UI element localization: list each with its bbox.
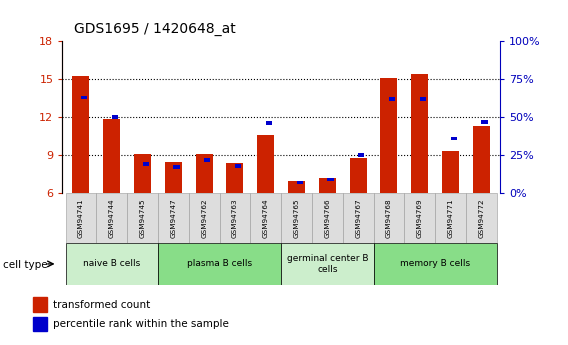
Bar	[312, 193, 343, 243]
Bar	[65, 243, 158, 285]
Text: GSM94747: GSM94747	[170, 198, 176, 238]
Bar	[196, 154, 212, 193]
Text: GSM94767: GSM94767	[355, 198, 361, 238]
Bar	[33, 317, 47, 331]
Text: GSM94772: GSM94772	[478, 198, 485, 238]
Bar	[381, 78, 398, 193]
Text: GSM94763: GSM94763	[232, 198, 238, 238]
Bar	[389, 97, 395, 101]
Bar	[134, 154, 151, 193]
Text: GSM94768: GSM94768	[386, 198, 392, 238]
Bar	[281, 193, 312, 243]
Bar	[112, 115, 118, 119]
Bar	[411, 74, 428, 193]
Text: GSM94766: GSM94766	[324, 198, 331, 238]
Bar	[374, 243, 497, 285]
Bar	[81, 96, 87, 99]
Bar	[420, 97, 426, 101]
Text: germinal center B
cells: germinal center B cells	[287, 254, 368, 274]
Bar	[257, 135, 274, 193]
Text: GDS1695 / 1420648_at: GDS1695 / 1420648_at	[74, 22, 236, 37]
Bar	[281, 243, 374, 285]
Bar	[343, 193, 374, 243]
Bar	[97, 193, 127, 243]
Text: GSM94741: GSM94741	[78, 198, 84, 238]
Bar	[404, 193, 435, 243]
Bar	[189, 193, 220, 243]
Bar	[173, 166, 179, 169]
Bar	[473, 126, 490, 193]
Bar	[296, 181, 303, 185]
Text: GSM94764: GSM94764	[263, 198, 269, 238]
Text: GSM94762: GSM94762	[201, 198, 207, 238]
Bar	[266, 121, 272, 125]
Bar	[103, 119, 120, 193]
Text: GSM94771: GSM94771	[448, 198, 454, 238]
Bar	[358, 153, 364, 157]
Bar	[235, 164, 241, 168]
Bar	[450, 137, 457, 140]
Text: GSM94765: GSM94765	[294, 198, 299, 238]
Bar	[466, 193, 497, 243]
Bar	[143, 162, 149, 166]
Text: memory B cells: memory B cells	[400, 259, 470, 268]
Bar	[73, 76, 89, 193]
Text: GSM94769: GSM94769	[417, 198, 423, 238]
Bar	[442, 151, 459, 193]
Text: plasma B cells: plasma B cells	[187, 259, 252, 268]
Text: naive B cells: naive B cells	[83, 259, 140, 268]
Bar	[250, 193, 281, 243]
Text: percentile rank within the sample: percentile rank within the sample	[53, 319, 228, 329]
Bar	[204, 158, 210, 162]
Text: transformed count: transformed count	[53, 300, 150, 310]
Bar	[481, 120, 487, 124]
Bar	[319, 178, 336, 193]
Text: GSM94744: GSM94744	[108, 198, 115, 238]
Bar	[165, 161, 182, 193]
Bar	[288, 180, 305, 193]
Bar	[65, 193, 97, 243]
Bar	[435, 193, 466, 243]
Bar	[350, 158, 366, 193]
Bar	[158, 243, 281, 285]
Bar	[127, 193, 158, 243]
Text: cell type: cell type	[3, 260, 48, 270]
Text: GSM94745: GSM94745	[140, 198, 145, 238]
Bar	[374, 193, 404, 243]
Bar	[227, 163, 244, 193]
Bar	[33, 297, 47, 312]
Bar	[158, 193, 189, 243]
Bar	[327, 178, 333, 181]
Bar	[220, 193, 250, 243]
